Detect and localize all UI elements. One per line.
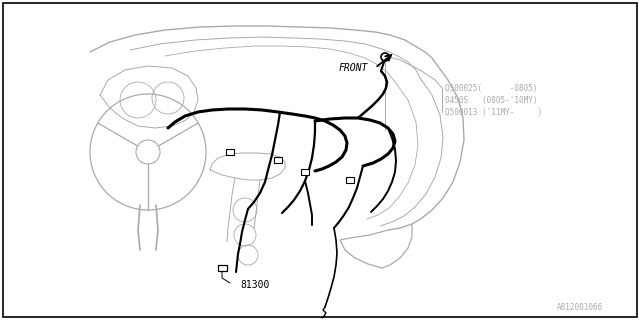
Text: 0450S   (0805-'10MY): 0450S (0805-'10MY) — [445, 95, 538, 105]
Circle shape — [381, 53, 389, 61]
Bar — [226, 149, 234, 155]
Text: A812001066: A812001066 — [557, 303, 603, 312]
Text: 81300: 81300 — [240, 280, 269, 290]
Bar — [301, 169, 309, 175]
Bar — [274, 157, 282, 163]
Text: Q500025(      -0805): Q500025( -0805) — [445, 84, 538, 92]
Text: Q500013 ('11MY-     ): Q500013 ('11MY- ) — [445, 108, 542, 116]
Text: FRONT: FRONT — [339, 63, 368, 73]
Bar — [346, 177, 354, 183]
Bar — [218, 265, 227, 271]
